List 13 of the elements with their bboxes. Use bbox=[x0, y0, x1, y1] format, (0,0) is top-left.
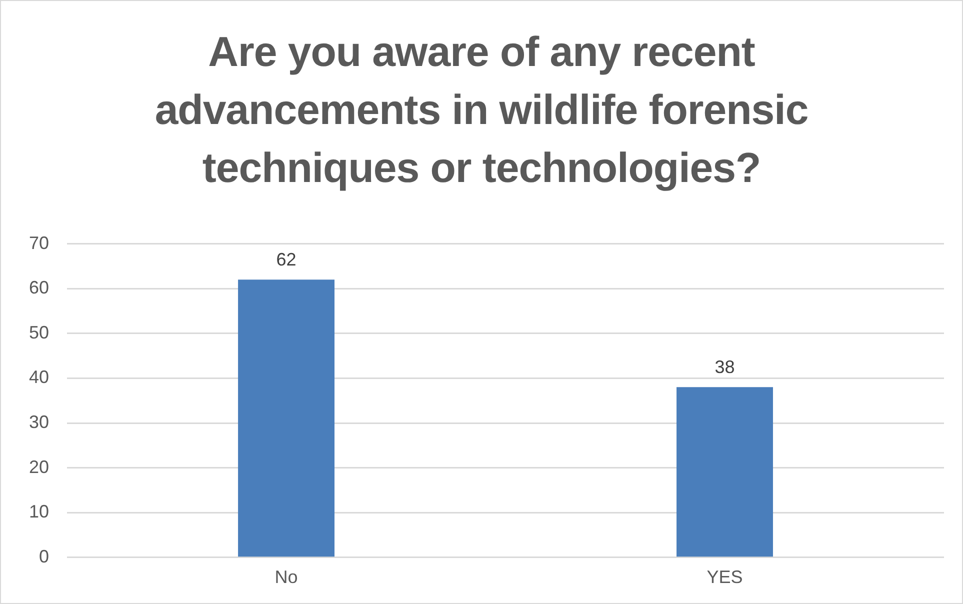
y-tick-label: 60 bbox=[28, 278, 50, 298]
y-tick-label: 20 bbox=[28, 456, 50, 477]
y-tick-label: 70 bbox=[28, 232, 50, 253]
x-tick-label: No bbox=[274, 567, 298, 588]
y-tick-label: 50 bbox=[28, 322, 50, 342]
x-tick-label: YES bbox=[706, 567, 743, 588]
y-tick-label: 40 bbox=[28, 367, 50, 388]
data-label: 62 bbox=[276, 250, 296, 270]
data-label: 38 bbox=[714, 357, 735, 378]
chart-title: Are you aware of any recent advancements in wildlife forensic techniques or technologies? bbox=[154, 27, 810, 193]
y-tick-label: 30 bbox=[28, 412, 50, 432]
y-tick-label: 10 bbox=[28, 502, 50, 522]
y-tick-label: 0 bbox=[39, 546, 50, 566]
